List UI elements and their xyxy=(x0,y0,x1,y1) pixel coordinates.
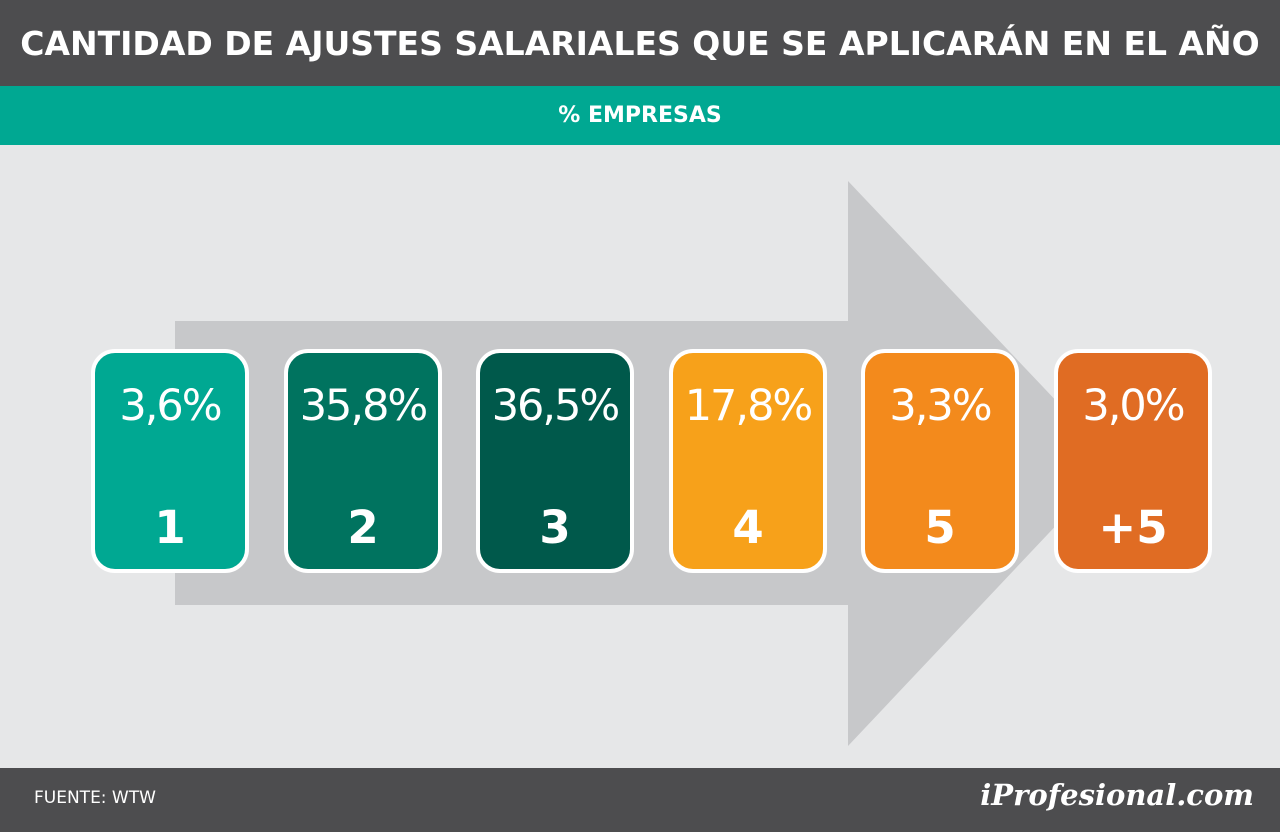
card-category-label: 1 xyxy=(154,501,186,554)
card-category-label: 2 xyxy=(347,501,379,554)
card-value-label: 36,5% xyxy=(491,381,621,431)
value-card-6: 3,0% +5 xyxy=(1054,349,1212,573)
card-value-label: 3,6% xyxy=(119,381,222,431)
card-value-label: 17,8% xyxy=(684,381,814,431)
value-card-3: 36,5% 3 xyxy=(476,349,634,573)
card-category-label: 5 xyxy=(924,501,956,554)
value-card-5: 3,3% 5 xyxy=(861,349,1019,573)
arrow-shape xyxy=(175,181,1115,746)
card-value-label: 3,3% xyxy=(889,381,992,431)
card-value-label: 35,8% xyxy=(299,381,429,431)
source-text: FUENTE: WTW xyxy=(34,788,156,808)
arrow-background xyxy=(175,181,1115,746)
chart-area: 3,6% 1 35,8% 2 36,5% 3 17,8% 4 3,3% 5 3,0% +5 xyxy=(0,145,1280,768)
value-card-4: 17,8% 4 xyxy=(669,349,827,573)
brand-logo: iProfesional.com xyxy=(980,778,1254,812)
chart-title: CANTIDAD DE AJUSTES SALARIALES QUE SE AP… xyxy=(0,0,1280,86)
card-category-label: 4 xyxy=(732,501,764,554)
value-card-2: 35,8% 2 xyxy=(284,349,442,573)
value-card-1: 3,6% 1 xyxy=(91,349,249,573)
chart-subtitle: % EMPRESAS xyxy=(0,86,1280,145)
card-value-label: 3,0% xyxy=(1082,381,1185,431)
footer: FUENTE: WTW iProfesional.com xyxy=(0,768,1280,832)
card-category-label: 3 xyxy=(539,501,571,554)
card-category-label: +5 xyxy=(1098,501,1168,554)
